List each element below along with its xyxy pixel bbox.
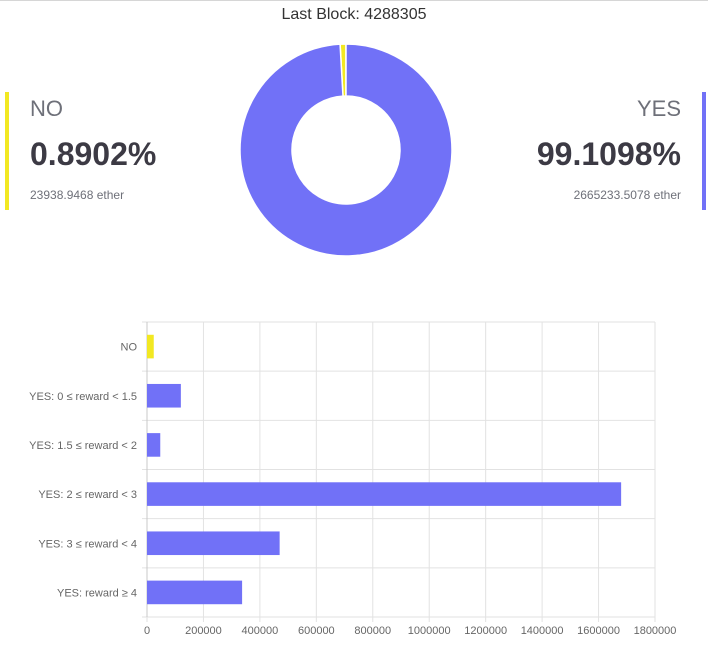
x-tick-label: 0 xyxy=(144,625,150,637)
category-label: YES: 2 ≤ reward < 3 xyxy=(38,489,137,501)
vote-donut-chart xyxy=(239,43,453,257)
category-label: YES: 1.5 ≤ reward < 2 xyxy=(29,440,137,452)
bar-0 xyxy=(147,334,154,359)
category-label: YES: reward ≥ 4 xyxy=(57,587,137,599)
last-block-title: Last Block: 4288305 xyxy=(281,6,427,23)
no-percent: 0.8902% xyxy=(30,136,157,172)
top-divider xyxy=(0,0,708,1)
bar-1 xyxy=(147,383,181,408)
x-tick-label: 1000000 xyxy=(408,625,451,637)
category-label: YES: 3 ≤ reward < 4 xyxy=(38,538,137,550)
bar-5 xyxy=(147,580,243,605)
x-tick-label: 800000 xyxy=(354,625,391,637)
bar-3 xyxy=(147,482,622,506)
no-ether: 23938.9468 ether xyxy=(30,188,125,202)
yes-ether: 2665233.5078 ether xyxy=(573,188,681,202)
x-tick-label: 200000 xyxy=(185,625,222,637)
no-summary-panel: NO 0.8902% 23938.9468 ether xyxy=(5,92,209,210)
bar-2 xyxy=(147,433,161,457)
x-tick-label: 1400000 xyxy=(521,625,564,637)
category-label: YES: 0 ≤ reward < 1.5 xyxy=(29,391,137,403)
x-tick-label: 1600000 xyxy=(577,625,620,637)
x-tick-label: 1200000 xyxy=(464,625,507,637)
x-tick-label: 600000 xyxy=(298,625,335,637)
category-label: NO xyxy=(121,342,138,354)
yes-percent: 99.1098% xyxy=(536,136,681,172)
donut-slice-yes xyxy=(239,43,453,257)
no-label: NO xyxy=(30,96,63,121)
x-tick-label: 400000 xyxy=(242,625,279,637)
yes-label: YES xyxy=(636,96,681,121)
bar-4 xyxy=(147,531,280,556)
yes-summary-panel: YES 99.1098% 2665233.5078 ether xyxy=(502,92,706,210)
x-tick-label: 1800000 xyxy=(634,625,677,637)
